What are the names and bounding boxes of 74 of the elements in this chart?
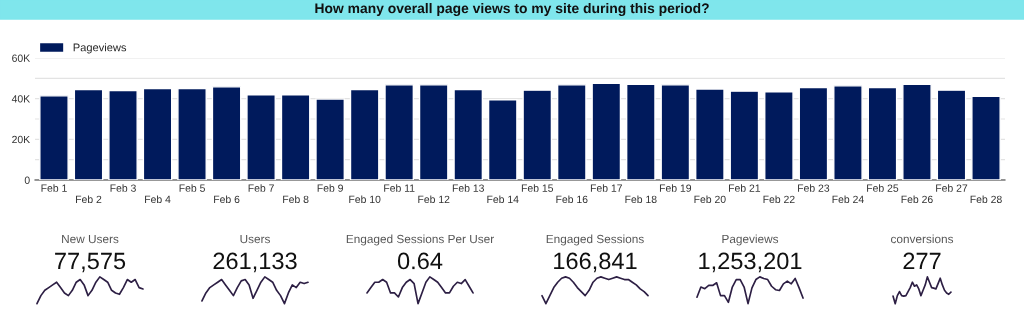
x-tick-label: Feb 13 xyxy=(452,184,484,192)
x-tick-label: Feb 23 xyxy=(798,184,830,192)
bar xyxy=(315,98,345,180)
x-tick-label: Feb 25 xyxy=(867,184,899,192)
x-tick-label: Feb 17 xyxy=(590,184,622,192)
bar xyxy=(798,86,829,180)
bar xyxy=(73,88,104,180)
bar xyxy=(142,87,173,180)
text: 261,133 xyxy=(213,252,297,273)
chart-title: Users xyxy=(240,234,270,244)
chart-title: Engaged Sessions Per User xyxy=(346,234,494,246)
text: 1,253,201 xyxy=(699,252,802,273)
x-tick-label: Feb 11 xyxy=(384,184,415,192)
bar xyxy=(729,90,760,180)
bar xyxy=(453,88,484,180)
x-tick-label: Feb 14 xyxy=(487,195,519,204)
x-tick-label: Feb 5 xyxy=(179,184,205,192)
legend-label: Pageviews xyxy=(73,43,127,54)
bar xyxy=(211,86,242,180)
chart-title: Engaged Sessions xyxy=(546,234,644,246)
x-tick-label: Feb 12 xyxy=(418,195,450,204)
bar xyxy=(487,99,518,180)
x-tick-label: Feb 4 xyxy=(145,195,171,204)
bar xyxy=(936,89,967,180)
bar xyxy=(867,86,898,180)
x-tick-label: Feb 9 xyxy=(317,184,343,192)
bar xyxy=(591,82,622,180)
bar xyxy=(833,85,863,180)
bar xyxy=(660,84,691,180)
bar xyxy=(695,88,725,180)
text: 0.64 xyxy=(397,252,443,270)
x-tick-label: Feb 20 xyxy=(694,195,726,204)
bar xyxy=(971,95,1001,180)
bar xyxy=(902,83,932,180)
bar xyxy=(384,84,415,180)
y-tick-label: 20K xyxy=(12,135,31,144)
chart-title: New Users xyxy=(62,234,119,244)
x-tick-label: Feb 28 xyxy=(970,195,1002,204)
x-tick-label: Feb 2 xyxy=(76,195,102,204)
bar xyxy=(39,95,69,180)
bar xyxy=(625,83,656,180)
y-tick-label: 0 xyxy=(24,176,30,184)
x-tick-label: Feb 7 xyxy=(248,184,274,192)
y-tick-label: 40K xyxy=(11,95,31,103)
bar xyxy=(280,94,311,180)
bar xyxy=(246,94,276,180)
bar xyxy=(177,87,207,180)
x-tick-label: Feb 15 xyxy=(521,184,554,192)
x-tick-label: Feb 16 xyxy=(556,195,588,204)
chart-title: How many overall page views to my site during this period? xyxy=(315,3,709,16)
x-tick-label: Feb 21 xyxy=(729,184,761,192)
bar xyxy=(764,91,794,180)
x-tick-label: Feb 18 xyxy=(625,195,657,204)
x-tick-label: Feb 10 xyxy=(349,195,381,204)
text: 277 xyxy=(903,252,941,270)
chart-title: conversions xyxy=(891,234,954,244)
bar xyxy=(108,89,138,180)
x-tick-label: Feb 1 xyxy=(41,184,67,192)
y-tick-label: 60K xyxy=(12,54,31,62)
chart-title: Pageviews xyxy=(722,234,779,246)
x-tick-label: Feb 3 xyxy=(110,184,136,192)
x-tick-label: Feb 6 xyxy=(214,195,240,204)
x-tick-label: Feb 26 xyxy=(901,195,933,204)
bar xyxy=(349,88,380,180)
x-tick-label: Feb 8 xyxy=(283,195,309,204)
x-tick-label: Feb 24 xyxy=(832,195,864,204)
bar xyxy=(556,84,587,180)
text: 77,575 xyxy=(55,252,126,273)
bar xyxy=(418,84,449,180)
x-tick-label: Feb 19 xyxy=(659,184,692,192)
text: 166,841 xyxy=(554,252,637,273)
x-tick-label: Feb 22 xyxy=(763,195,795,204)
x-tick-label: Feb 27 xyxy=(936,184,968,192)
bar xyxy=(522,89,553,180)
